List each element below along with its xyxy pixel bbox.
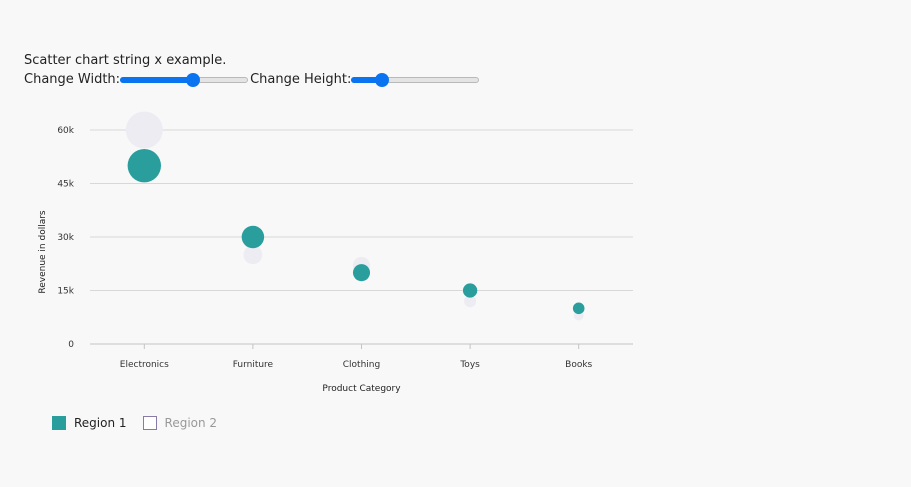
legend-swatch-region-2	[142, 416, 157, 430]
width-slider-thumb[interactable]	[186, 73, 201, 87]
x-axis-title: Product Category	[322, 384, 401, 394]
y-tick-label: 30k	[57, 233, 74, 243]
point-region-2	[464, 295, 477, 308]
chart-legend: Region 1 Region 2	[52, 416, 233, 430]
y-tick-label: 15k	[57, 287, 74, 297]
point-region-2	[125, 111, 163, 149]
legend-swatch-region-1	[52, 416, 66, 430]
y-tick-label: 0	[68, 340, 74, 350]
x-tick-label: Furniture	[233, 360, 274, 370]
height-slider[interactable]	[351, 72, 480, 88]
height-slider-fill	[351, 77, 383, 83]
legend-item-region-2[interactable]: Region 2	[142, 416, 218, 430]
legend-label-region-2: Region 2	[164, 416, 218, 430]
point-region-2	[243, 245, 263, 265]
chart-header: Scatter chart string x example. Change W…	[24, 52, 481, 90]
y-tick-label: 45k	[57, 180, 74, 190]
page-title: Scatter chart string x example.	[24, 53, 227, 68]
point-region-1	[241, 225, 265, 249]
point-region-1	[572, 302, 585, 315]
size-controls: Change Width: Change Height:	[24, 70, 481, 90]
width-label: Change Width:	[24, 72, 121, 87]
legend-item-region-1[interactable]: Region 1	[52, 416, 127, 430]
scatter-chart: 0 15k 30k 45k 60k Electronics Furniture Clothin…	[38, 111, 633, 394]
x-tick-label: Books	[565, 360, 592, 370]
height-slider-thumb[interactable]	[375, 73, 390, 87]
height-label: Change Height:	[250, 72, 352, 87]
x-tick-label: Toys	[459, 360, 480, 370]
x-tick-label: Clothing	[343, 360, 380, 370]
point-region-1	[127, 148, 161, 183]
x-tick-label: Electronics	[120, 360, 169, 370]
width-slider[interactable]	[120, 72, 249, 88]
y-axis-title: Revenue in dollars	[38, 210, 48, 294]
point-region-1	[352, 264, 371, 282]
width-slider-fill	[120, 77, 194, 83]
legend-label-region-1: Region 1	[74, 416, 127, 430]
point-region-1	[462, 283, 478, 298]
y-tick-label: 60k	[57, 126, 74, 136]
